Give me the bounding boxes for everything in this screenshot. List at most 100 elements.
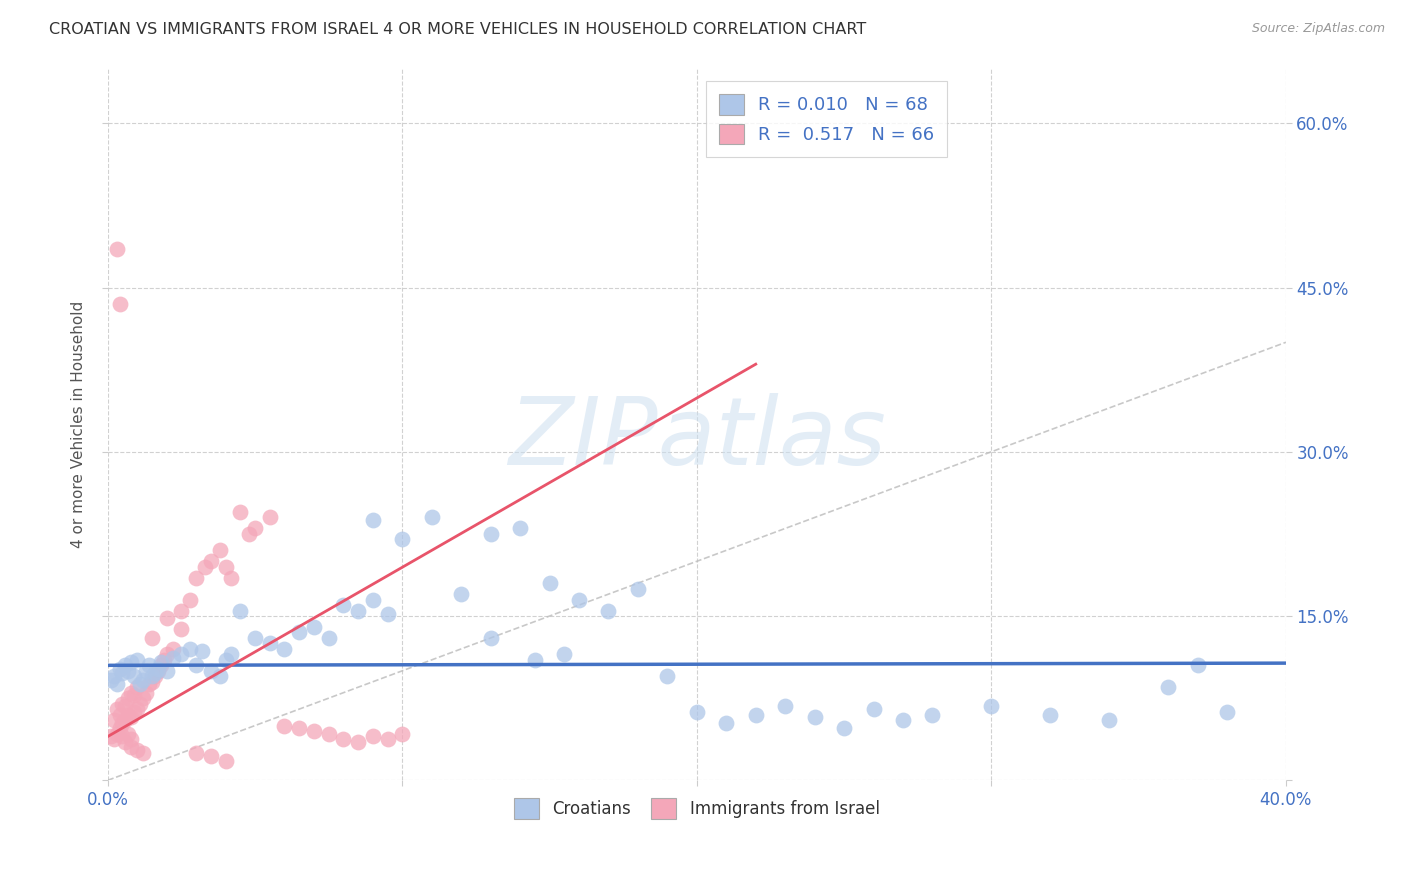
Y-axis label: 4 or more Vehicles in Household: 4 or more Vehicles in Household — [72, 301, 86, 548]
Point — [108, 297, 131, 311]
Point — [132, 691, 155, 706]
Point — [141, 674, 163, 689]
Point — [259, 510, 281, 524]
Point — [318, 631, 340, 645]
Point — [208, 543, 231, 558]
Point — [179, 641, 201, 656]
Point — [117, 707, 139, 722]
Point — [273, 641, 295, 656]
Point — [114, 658, 136, 673]
Point — [156, 611, 179, 625]
Point — [229, 505, 252, 519]
Point — [773, 698, 796, 713]
Point — [377, 731, 399, 746]
Point — [568, 592, 591, 607]
Point — [361, 513, 384, 527]
Point — [332, 598, 354, 612]
Point — [598, 603, 620, 617]
Point — [184, 571, 207, 585]
Point — [105, 242, 128, 256]
Point — [100, 730, 122, 744]
Point — [124, 688, 146, 702]
Point — [149, 658, 172, 673]
Point — [214, 653, 236, 667]
Point — [120, 655, 142, 669]
Point — [214, 559, 236, 574]
Point — [1098, 713, 1121, 727]
Point — [361, 730, 384, 744]
Point — [100, 673, 122, 687]
Point — [288, 625, 311, 640]
Point — [132, 673, 155, 687]
Point — [103, 731, 125, 746]
Point — [1187, 658, 1209, 673]
Point — [862, 702, 884, 716]
Point — [141, 631, 163, 645]
Point — [111, 665, 134, 680]
Point — [103, 669, 125, 683]
Point — [135, 664, 157, 678]
Point — [149, 655, 172, 669]
Point — [117, 727, 139, 741]
Point — [117, 664, 139, 678]
Point — [332, 731, 354, 746]
Point — [803, 710, 825, 724]
Point — [120, 731, 142, 746]
Point — [127, 680, 149, 694]
Text: CROATIAN VS IMMIGRANTS FROM ISRAEL 4 OR MORE VEHICLES IN HOUSEHOLD CORRELATION C: CROATIAN VS IMMIGRANTS FROM ISRAEL 4 OR … — [49, 22, 866, 37]
Point — [657, 669, 679, 683]
Point — [156, 648, 179, 662]
Point — [162, 641, 184, 656]
Point — [108, 707, 131, 722]
Point — [127, 653, 149, 667]
Point — [538, 576, 561, 591]
Point — [105, 727, 128, 741]
Point — [120, 710, 142, 724]
Point — [132, 746, 155, 760]
Point — [108, 662, 131, 676]
Point — [191, 644, 214, 658]
Point — [146, 662, 169, 676]
Point — [980, 698, 1002, 713]
Point — [259, 636, 281, 650]
Point — [111, 730, 134, 744]
Point — [152, 653, 174, 667]
Point — [105, 677, 128, 691]
Point — [347, 603, 370, 617]
Point — [391, 533, 413, 547]
Point — [221, 648, 243, 662]
Point — [509, 521, 531, 535]
Point — [302, 724, 325, 739]
Point — [229, 603, 252, 617]
Point — [208, 669, 231, 683]
Point — [200, 554, 222, 568]
Point — [716, 716, 738, 731]
Point — [523, 653, 546, 667]
Point — [138, 677, 160, 691]
Point — [391, 727, 413, 741]
Point — [361, 592, 384, 607]
Point — [103, 713, 125, 727]
Point — [105, 702, 128, 716]
Point — [686, 706, 709, 720]
Point — [129, 677, 152, 691]
Point — [124, 706, 146, 720]
Point — [243, 631, 266, 645]
Point — [1039, 707, 1062, 722]
Point — [921, 707, 943, 722]
Point — [479, 527, 502, 541]
Point — [745, 707, 768, 722]
Point — [170, 603, 193, 617]
Point — [318, 727, 340, 741]
Point — [288, 721, 311, 735]
Point — [111, 716, 134, 731]
Point — [120, 686, 142, 700]
Point — [377, 607, 399, 621]
Point — [143, 669, 166, 683]
Point — [200, 749, 222, 764]
Point — [162, 650, 184, 665]
Point — [108, 721, 131, 735]
Point — [238, 527, 260, 541]
Point — [114, 713, 136, 727]
Point — [124, 669, 146, 683]
